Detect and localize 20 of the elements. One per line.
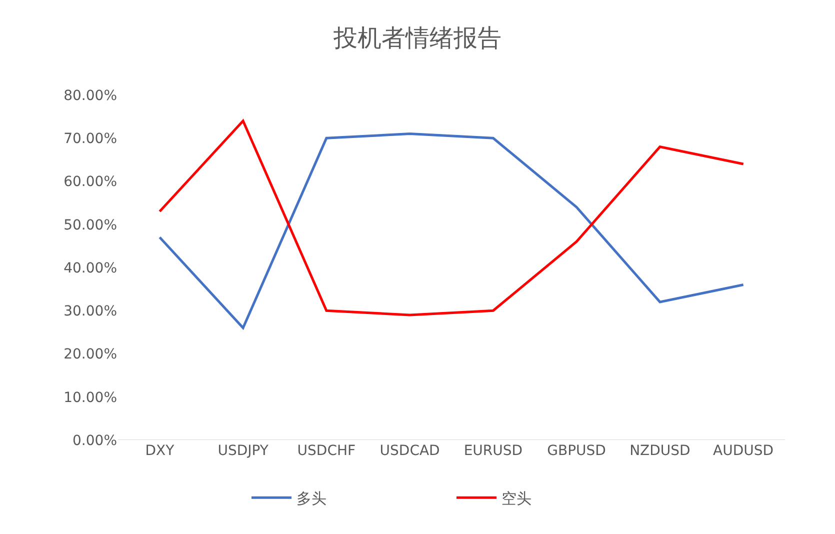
x-tick-label: USDCAD (380, 443, 440, 459)
x-tick-label: AUDUSD (713, 443, 774, 459)
legend-label: 空头 (502, 490, 532, 508)
legend-label: 多头 (296, 490, 326, 508)
x-tick-label: DXY (145, 443, 175, 459)
x-tick-label: GBPUSD (547, 443, 606, 459)
y-tick-label: 0.00% (72, 432, 117, 449)
y-tick-label: 20.00% (64, 346, 117, 363)
y-tick-label: 40.00% (64, 260, 117, 276)
y-tick-label: 10.00% (64, 390, 117, 406)
x-tick-label: EURUSD (464, 443, 523, 459)
y-tick-label: 80.00% (64, 88, 117, 104)
x-tick-label: USDJPY (218, 443, 269, 459)
y-tick-label: 50.00% (64, 217, 117, 234)
x-tick-label: USDCHF (297, 443, 356, 459)
y-tick-label: 30.00% (64, 304, 117, 320)
x-tick-label: NZDUSD (630, 443, 690, 459)
chart-title: 投机者情绪报告 (332, 24, 502, 52)
y-tick-label: 70.00% (64, 131, 117, 148)
y-tick-label: 60.00% (64, 174, 117, 190)
